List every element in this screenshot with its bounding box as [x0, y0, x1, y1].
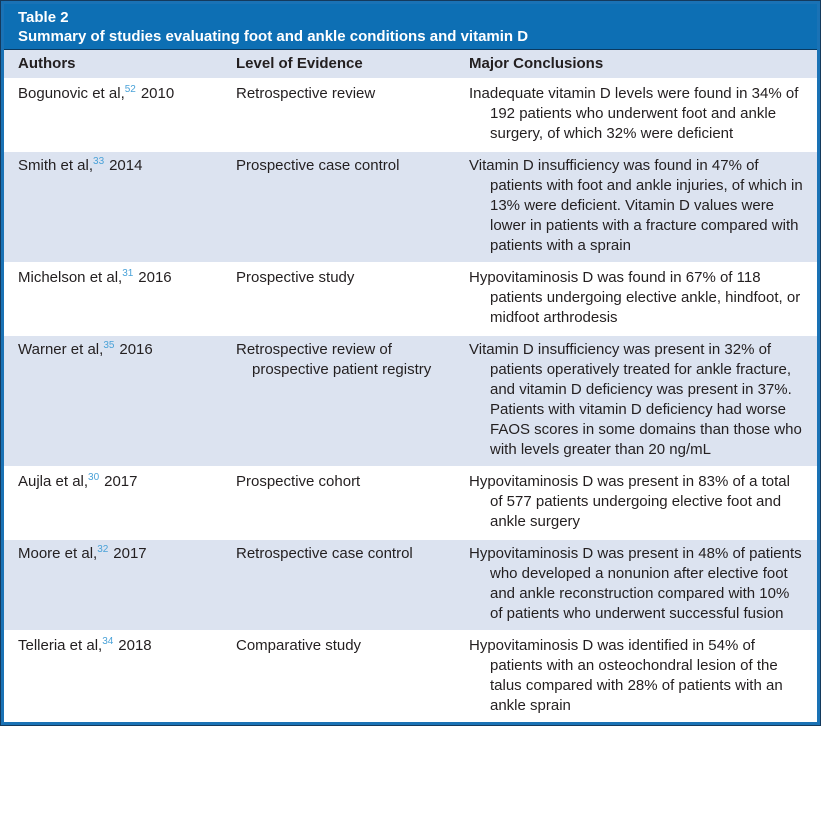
- table-row: Telleria et al,34 2018 Comparative study …: [4, 632, 817, 722]
- study-year: 2016: [138, 269, 172, 286]
- study-year: 2016: [119, 341, 153, 358]
- table-label: Table 2: [18, 9, 69, 26]
- conclusion-cell: Hypovitaminosis D was present in 48% of …: [469, 545, 802, 622]
- table-title: Summary of studies evaluating foot and a…: [18, 28, 529, 45]
- author-name: Telleria et al,: [18, 637, 103, 654]
- column-header-major-conclusions: Major Conclusions: [469, 55, 604, 72]
- author-cell: Smith et al,33 2014: [18, 152, 236, 262]
- study-year: 2014: [109, 157, 143, 174]
- citation-link[interactable]: 30: [88, 472, 100, 483]
- conclusion-cell: Vitamin D insufficiency was present in 3…: [469, 341, 802, 458]
- table-title-bar: Table 2 Summary of studies evaluating fo…: [4, 4, 817, 50]
- study-year: 2018: [118, 637, 152, 654]
- author-cell: Bogunovic et al,52 2010: [18, 80, 236, 150]
- column-header-authors: Authors: [18, 55, 76, 72]
- study-year: 2010: [140, 85, 175, 102]
- evidence-cell: Retrospective case control: [236, 545, 413, 562]
- evidence-cell: Retrospective review: [236, 85, 376, 102]
- author-name: Michelson et al,: [18, 269, 123, 286]
- author-name: Warner et al,: [18, 341, 104, 358]
- table-row: Smith et al,33 2014 Prospective case cont…: [4, 152, 817, 264]
- author-name: Aujla et al,: [18, 473, 89, 490]
- column-header-level-of-evidence: Level of Evidence: [236, 55, 363, 72]
- table-row: Michelson et al,31 2016 Prospective study…: [4, 264, 817, 336]
- conclusion-cell: Hypovitaminosis D was present in 83% of …: [469, 473, 790, 530]
- conclusion-cell: Vitamin D insufficiency was found in 47%…: [469, 157, 803, 254]
- author-cell: Michelson et al,31 2016: [18, 264, 236, 334]
- citation-link[interactable]: 33: [93, 156, 105, 167]
- citation-link[interactable]: 35: [103, 340, 115, 351]
- author-cell: Moore et al,32 2017: [18, 540, 236, 630]
- evidence-cell: Retrospective review of prospective pati…: [236, 341, 432, 378]
- citation-link[interactable]: 32: [97, 544, 109, 555]
- evidence-cell: Prospective cohort: [236, 473, 361, 490]
- table-row: Aujla et al,30 2017 Prospective cohort Hy…: [4, 468, 817, 540]
- evidence-cell: Comparative study: [236, 637, 362, 654]
- table-row: Bogunovic et al,52 2010 Retrospective rev…: [4, 80, 817, 152]
- citation-link[interactable]: 52: [124, 84, 136, 95]
- author-name: Moore et al,: [18, 545, 98, 562]
- summary-table: Table 2 Summary of studies evaluating fo…: [1, 1, 820, 725]
- table-header-row: Authors Level of Evidence Major Conclusi…: [4, 50, 817, 80]
- table-body: Bogunovic et al,52 2010 Retrospective rev…: [4, 80, 817, 722]
- table-row: Warner et al,35 2016 Retrospective review…: [4, 336, 817, 468]
- author-cell: Warner et al,35 2016: [18, 336, 236, 466]
- author-cell: Telleria et al,34 2018: [18, 632, 236, 722]
- study-year: 2017: [104, 473, 138, 490]
- conclusion-cell: Hypovitaminosis D was identified in 54% …: [469, 637, 783, 714]
- conclusion-cell: Hypovitaminosis D was found in 67% of 11…: [469, 269, 801, 326]
- conclusion-cell: Inadequate vitamin D levels were found i…: [469, 85, 799, 142]
- author-name: Bogunovic et al,: [18, 85, 125, 102]
- author-name: Smith et al,: [18, 157, 94, 174]
- author-cell: Aujla et al,30 2017: [18, 468, 236, 538]
- evidence-cell: Prospective study: [236, 269, 355, 286]
- evidence-cell: Prospective case control: [236, 157, 400, 174]
- study-year: 2017: [113, 545, 147, 562]
- table-row: Moore et al,32 2017 Retrospective case co…: [4, 540, 817, 632]
- citation-link[interactable]: 34: [102, 636, 114, 647]
- citation-link[interactable]: 31: [122, 268, 134, 279]
